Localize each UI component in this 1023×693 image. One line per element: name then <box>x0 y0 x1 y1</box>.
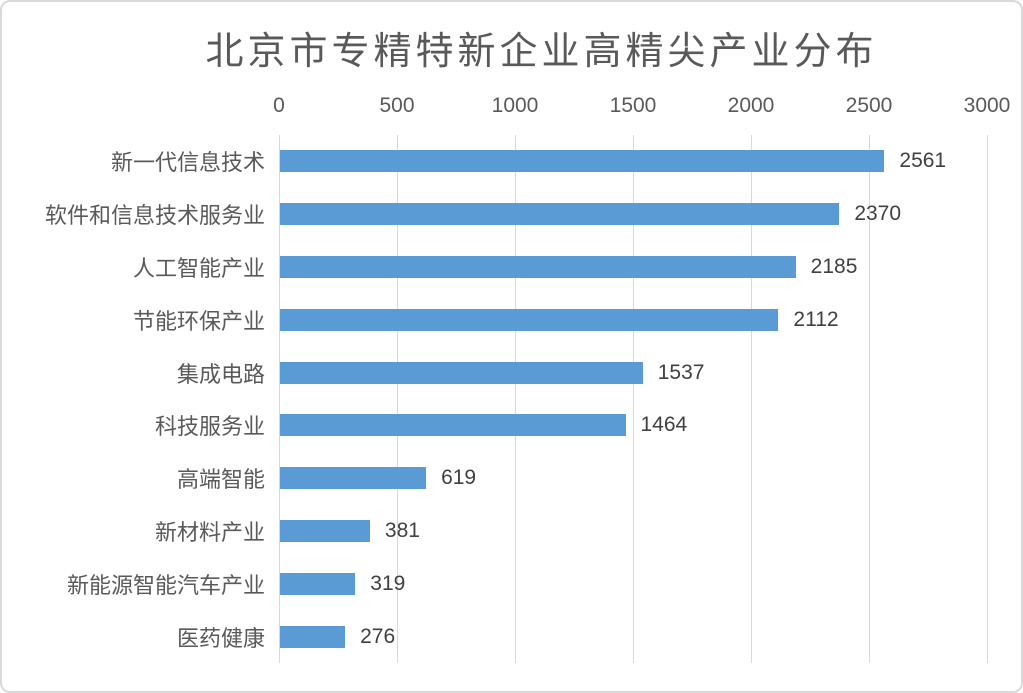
bar-value-label: 2561 <box>899 149 947 173</box>
category-label: 软件和信息技术服务业 <box>44 203 265 229</box>
x-axis-tick-label: 2000 <box>727 94 775 117</box>
category-label: 新一代信息技术 <box>110 150 265 176</box>
category-label: 高端智能 <box>176 467 265 493</box>
bar-value-label: 276 <box>360 624 396 648</box>
bar-value-label: 619 <box>441 466 477 490</box>
bar-value-label: 2370 <box>854 202 902 226</box>
gridline <box>515 135 516 663</box>
gridline <box>279 135 280 663</box>
gridline <box>397 135 398 663</box>
bar-value-label: 381 <box>384 519 420 542</box>
x-axis-tick-label: 0 <box>273 94 285 117</box>
category-label: 集成电路 <box>176 361 265 387</box>
bar-value-label: 319 <box>370 571 406 595</box>
category-label: 科技服务业 <box>154 414 265 440</box>
bar <box>280 150 885 173</box>
category-label: 新材料产业 <box>154 520 265 545</box>
x-axis-tick-label: 500 <box>379 94 415 117</box>
bar-value-label: 2185 <box>810 255 858 278</box>
gridline <box>869 135 870 663</box>
category-label: 医药健康 <box>176 625 265 651</box>
x-axis-tick-label: 1000 <box>491 94 539 117</box>
gridline <box>633 135 634 663</box>
gridline <box>751 135 752 663</box>
gridline <box>987 135 988 663</box>
x-axis-tick-label: 2500 <box>845 94 893 117</box>
chart-title: 北京市专精特新企业高精尖产业分布 <box>205 31 878 73</box>
category-label: 节能环保产业 <box>132 308 265 334</box>
category-label: 新能源智能汽车产业 <box>66 572 265 598</box>
x-axis-tick-label: 3000 <box>963 94 1011 117</box>
bar <box>280 414 626 437</box>
bar <box>280 361 643 384</box>
bar <box>280 256 796 278</box>
bar <box>280 308 779 331</box>
bar-value-label: 1537 <box>657 360 705 384</box>
category-label: 人工智能产业 <box>132 256 265 281</box>
bar <box>280 520 370 542</box>
bar <box>280 572 356 595</box>
x-axis-tick-label: 1500 <box>609 94 657 117</box>
bar-value-label: 2112 <box>793 307 839 331</box>
bar <box>280 203 840 226</box>
bar-value-label: 1464 <box>640 413 688 437</box>
bar <box>280 467 427 490</box>
bar <box>280 625 346 648</box>
